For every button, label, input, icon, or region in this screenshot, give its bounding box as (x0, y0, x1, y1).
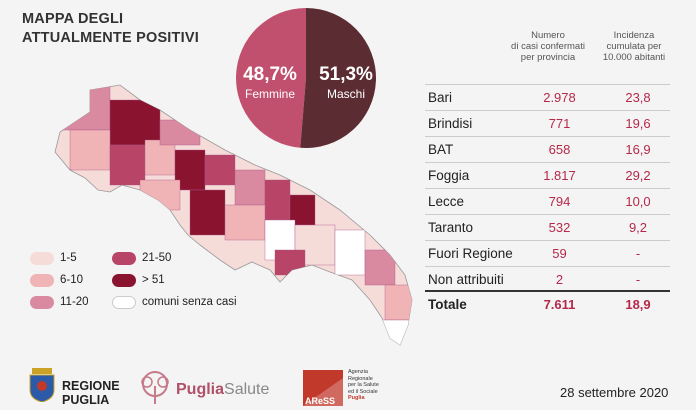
table-row: Foggia 1.817 29,2 (425, 162, 670, 189)
table-row-total: Totale 7.611 18,9 (425, 290, 670, 318)
map-area (384, 284, 412, 321)
map-area (224, 204, 266, 241)
legend-swatch-1-5 (30, 252, 54, 265)
table-row: Taranto 532 9,2 (425, 214, 670, 241)
cases-value: 771 (548, 116, 571, 131)
aress-logo-name: AReSS (305, 396, 336, 406)
incidence-value: 23,8 (625, 90, 651, 105)
map-area (69, 129, 111, 171)
legend-swatch-21-50 (112, 252, 136, 265)
gender-pie-chart (235, 8, 376, 148)
female-label: 48,7% Femmine (238, 64, 302, 101)
legend-swatch-11-20 (30, 296, 54, 309)
legend-label-21-50: 21-50 (142, 252, 172, 264)
aress-logo-icon (303, 370, 343, 406)
map-area (364, 249, 396, 286)
table-row: Fuori Regione 59 - (425, 240, 670, 267)
legend-swatch-over-51 (112, 274, 136, 287)
puglia-salute-logo-text: PugliaSalute (176, 381, 270, 398)
map-title: MAPPA DEGLI ATTUALMENTE POSITIVI (22, 11, 199, 46)
legend-label-11-20: 11-20 (60, 296, 89, 308)
province-name: BAT (428, 142, 454, 157)
map-area (159, 119, 201, 146)
cases-value: 1.817 (543, 168, 576, 183)
table-row: BAT 658 16,9 (425, 136, 670, 163)
incidence-value: - (635, 272, 641, 287)
map-area (55, 85, 111, 131)
province-name: Bari (428, 90, 453, 105)
report-date: 28 settembre 2020 (560, 385, 669, 400)
table-row: Non attribuiti 2 - (425, 266, 670, 293)
province-name: Brindisi (428, 116, 473, 131)
legend-label-over-51: > 51 (142, 274, 165, 286)
cases-value: 794 (548, 194, 571, 209)
total-cases: 7.611 (543, 297, 576, 312)
female-caption: Femmine (244, 87, 295, 101)
pie-slice-male (300, 8, 376, 148)
puglia-salute-tree-icon (141, 371, 169, 404)
map-area (109, 99, 161, 146)
table-row: Lecce 794 10,0 (425, 188, 670, 215)
male-label: 51,3% Maschi (314, 64, 378, 101)
cases-value: 532 (548, 220, 571, 235)
header-cases: Numero di casi confermati per provincia (511, 30, 585, 63)
province-name: Fuori Regione (428, 246, 513, 261)
legend-swatch-no-cases (112, 296, 136, 309)
map-area (109, 144, 146, 186)
table-row: Bari 2.978 23,8 (425, 84, 670, 111)
legend-label-6-10: 6-10 (60, 274, 84, 286)
cases-value: 2.978 (543, 90, 576, 105)
province-name: Lecce (428, 194, 465, 209)
incidence-value: 16,9 (625, 142, 651, 157)
map-area (204, 154, 236, 186)
aress-description: Agenzia Regionale per la Salute ed il So… (348, 369, 379, 401)
incidence-value: 9,2 (628, 220, 648, 235)
map-area (264, 179, 291, 221)
legend-swatch-6-10 (30, 274, 54, 287)
map-area (139, 179, 181, 211)
male-percentage: 51,3% (319, 64, 373, 85)
pie-slice-female (235, 8, 306, 148)
total-label: Totale (428, 297, 467, 312)
regione-puglia-logo-text: REGIONE PUGLIA (62, 379, 120, 407)
province-name: Foggia (428, 168, 470, 183)
legend-label-1-5: 1-5 (60, 252, 77, 264)
puglia-map (54, 84, 413, 346)
province-name: Non attribuiti (428, 272, 504, 287)
incidence-value: - (635, 246, 641, 261)
incidence-value: 29,2 (625, 168, 651, 183)
legend-label-no-cases: comuni senza casi (142, 296, 237, 308)
map-area (234, 169, 266, 206)
map-area (334, 229, 366, 276)
cases-value: 59 (552, 246, 567, 261)
map-area (374, 319, 411, 345)
map-area (144, 139, 176, 176)
table-row: Brindisi 771 19,6 (425, 110, 670, 137)
regione-puglia-coat-of-arms-icon (29, 368, 55, 402)
map-area (274, 249, 306, 276)
incidence-value: 19,6 (625, 116, 651, 131)
incidence-value: 10,0 (625, 194, 651, 209)
total-incidence: 18,9 (625, 297, 651, 312)
header-incidence: Incidenza cumulata per 10.000 abitanti (602, 30, 666, 63)
cases-value: 2 (555, 272, 564, 287)
province-name: Taranto (428, 220, 474, 235)
male-caption: Maschi (326, 87, 365, 101)
cases-value: 658 (548, 142, 571, 157)
map-area (189, 189, 226, 236)
female-percentage: 48,7% (243, 64, 297, 85)
